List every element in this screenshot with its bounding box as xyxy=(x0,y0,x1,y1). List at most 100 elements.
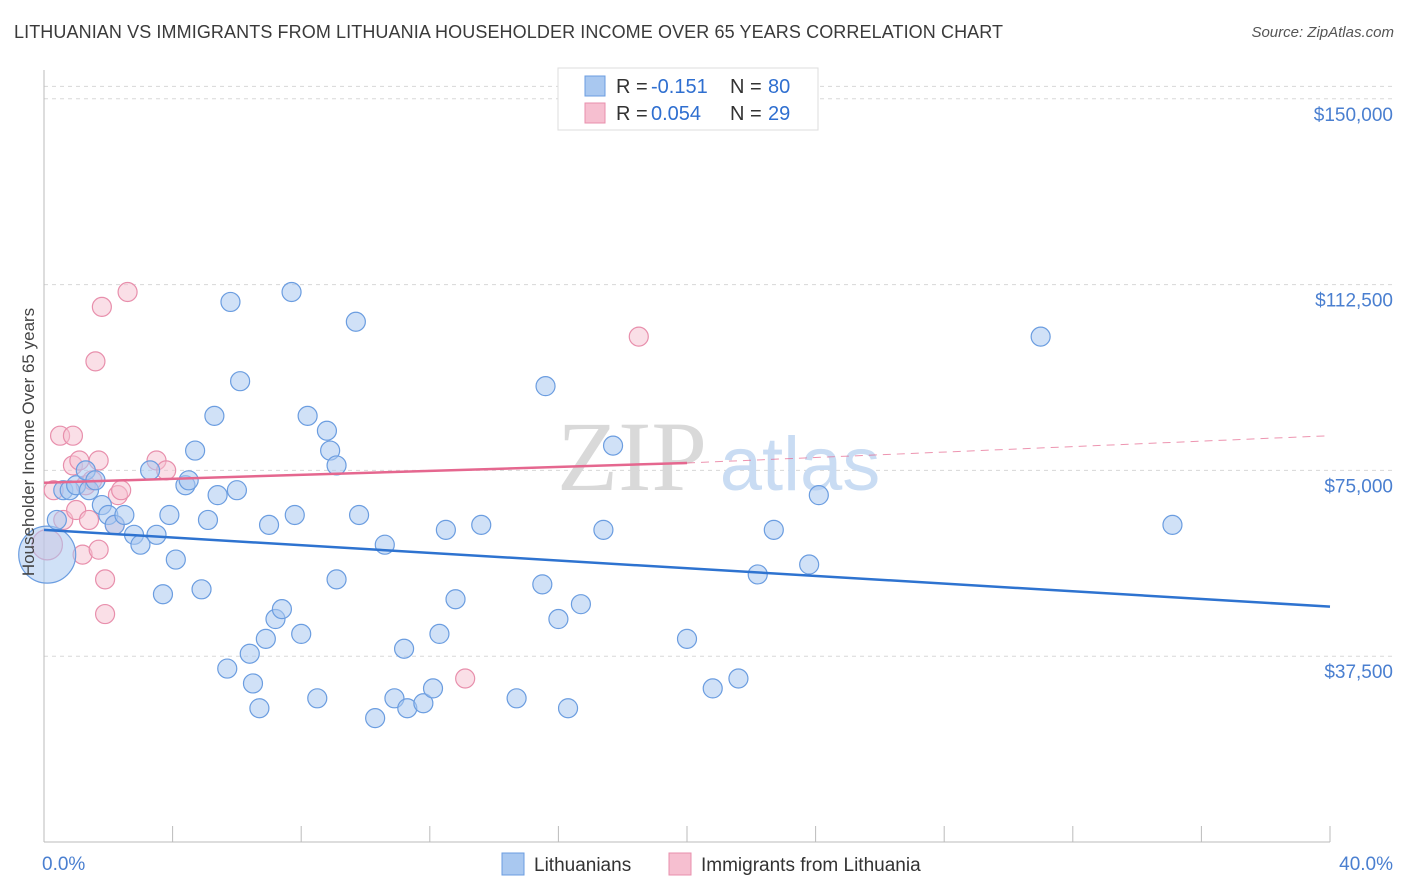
lithuanian-point xyxy=(422,678,444,699)
lithuanian-point xyxy=(763,519,784,540)
chart-title: LITHUANIAN VS IMMIGRANTS FROM LITHUANIA … xyxy=(14,22,1004,42)
lithuanian-point xyxy=(345,311,366,332)
watermark-zip: ZIP xyxy=(557,401,707,512)
lithuanian-point xyxy=(191,579,212,600)
lithuanian-point xyxy=(242,673,264,694)
legend-swatch-pink xyxy=(584,102,606,124)
immigrant-point xyxy=(94,603,116,625)
x-tick-label: 40.0% xyxy=(1339,854,1393,875)
bottom-legend-swatch-immigrants xyxy=(668,852,692,876)
lithuanian-point xyxy=(255,628,276,649)
immigrant-trend-line xyxy=(43,461,688,485)
immigrant-point xyxy=(94,569,116,590)
lithuanian-point xyxy=(230,371,251,392)
source-label: Source: ZipAtlas.com xyxy=(1251,24,1394,41)
lithuanian-point xyxy=(348,504,370,526)
lithuanian-point xyxy=(146,524,167,545)
lithuanian-point xyxy=(429,623,450,644)
immigrant-point xyxy=(88,539,109,560)
lithuanian-point xyxy=(165,549,186,570)
lithuanian-point xyxy=(114,504,135,526)
lithuanian-point xyxy=(799,554,820,575)
legend-n-label-2: N = xyxy=(730,103,762,125)
bottom-legend-lithuanians: Lithuanians xyxy=(534,855,631,876)
lithuanian-point xyxy=(291,623,312,644)
lithuanian-point xyxy=(239,643,260,664)
lithuanian-point xyxy=(258,514,280,535)
lithuanian-point xyxy=(226,480,247,501)
y-tick-labels: $37,500 $75,000 $112,500 $150,000 xyxy=(1314,105,1393,683)
lithuanian-point xyxy=(307,688,328,709)
lithuanian-point xyxy=(808,485,829,506)
immigrant-point xyxy=(91,296,112,317)
legend-r-value-2: 0.054 xyxy=(651,103,701,125)
x-tick-label: 0.0% xyxy=(42,854,85,875)
correlation-legend: R = -0.151 N = 80 R = 0.054 N = 29 xyxy=(557,67,819,131)
y-tick-label: $112,500 xyxy=(1315,291,1393,312)
immigrant-point xyxy=(117,281,138,303)
immigrant-point xyxy=(78,509,100,531)
lithuanian-point xyxy=(46,509,67,531)
lithuanian-point xyxy=(676,628,698,649)
x-tick-labels: 0.0% 40.0% xyxy=(42,854,1393,875)
watermark: ZIP atlas xyxy=(557,401,880,512)
lithuanian-point xyxy=(139,460,161,481)
series-legend: Lithuanians Immigrants from Lithuania xyxy=(501,852,921,876)
immigrant-trend-line-extension xyxy=(686,435,1331,464)
lithuanian-point xyxy=(728,668,749,689)
lithuanian-point xyxy=(152,584,174,605)
legend-n-value-1: 80 xyxy=(768,76,790,98)
lithuanian-point xyxy=(535,376,556,397)
legend-n-value-2: 29 xyxy=(768,103,790,125)
lithuanian-point xyxy=(249,698,270,719)
y-tick-label: $37,500 xyxy=(1324,662,1393,683)
lithuanian-point xyxy=(557,698,579,719)
lithuanian-point xyxy=(281,281,302,303)
lithuanian-point xyxy=(207,485,228,506)
lithuanian-point xyxy=(413,693,434,714)
lithuanian-point xyxy=(602,435,624,456)
lithuanian-point xyxy=(548,608,569,630)
lithuanian-point xyxy=(1162,514,1183,535)
lithuanian-point xyxy=(159,504,180,526)
lithuanian-point xyxy=(570,594,592,615)
lithuanian-point xyxy=(284,504,305,526)
lithuanian-point xyxy=(702,678,723,699)
lithuanian-point xyxy=(506,688,527,709)
lithuanian-point xyxy=(593,519,614,540)
lithuanian-point xyxy=(271,599,293,620)
lithuanian-point xyxy=(217,658,238,679)
lithuanian-point xyxy=(532,574,553,595)
legend-n-label-1: N = xyxy=(730,76,762,98)
lithuanian-point xyxy=(393,638,415,659)
lithuanian-point xyxy=(365,708,386,729)
y-axis-title: Householder Income Over 65 years xyxy=(19,308,38,576)
data-points xyxy=(18,281,1183,729)
lithuanian-point xyxy=(435,519,456,540)
legend-swatch-blue xyxy=(584,75,606,97)
lithuanian-point xyxy=(204,405,225,426)
lithuanian-point xyxy=(747,564,768,585)
legend-r-label-2: R = xyxy=(616,103,648,125)
lithuanian-point xyxy=(1030,326,1051,347)
lithuanian-point xyxy=(471,514,492,535)
lithuanian-point xyxy=(197,509,219,531)
legend-r-label-1: R = xyxy=(616,76,648,98)
immigrant-point xyxy=(628,326,649,347)
lithuanian-point xyxy=(185,440,206,461)
lithuanian-point xyxy=(297,405,318,426)
lithuanian-trend-line xyxy=(43,528,1331,608)
y-tick-label: $75,000 xyxy=(1324,476,1393,497)
lithuanian-point xyxy=(18,525,77,584)
axes xyxy=(43,70,1331,843)
lithuanian-point xyxy=(326,569,347,590)
lithuanian-point xyxy=(178,470,199,491)
immigrant-point xyxy=(455,668,476,689)
bottom-legend-swatch-lithuanians xyxy=(501,852,525,876)
watermark-atlas: atlas xyxy=(720,422,881,507)
immigrant-point xyxy=(85,351,106,372)
legend-r-value-1: -0.151 xyxy=(651,76,708,98)
immigrant-point xyxy=(111,480,132,501)
lithuanian-point xyxy=(445,589,466,610)
